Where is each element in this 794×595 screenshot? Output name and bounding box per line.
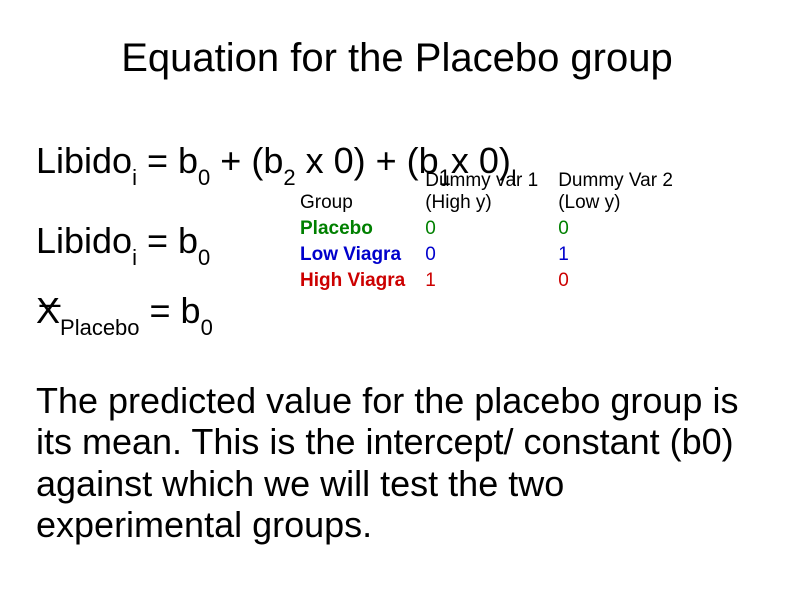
eq3-t2: = b [140,290,201,331]
slide-title: Equation for the Placebo group [0,36,794,81]
eq1-s1: i [132,165,137,190]
eq2-t2: = b [137,220,198,261]
cell-group-placebo: Placebo [290,216,415,242]
cell-d2-high: 0 [548,268,683,294]
col-dummy1-b: (High y) [425,192,492,213]
table-row: Placebo 0 0 [290,216,683,242]
overbar: _ [40,270,60,306]
eq3-s1: Placebo [60,315,140,340]
equation-3: _ X Placebo = b0 [36,290,213,337]
cell-d1-high: 1 [415,268,548,294]
equation-2: Libidoi = b0 [36,220,210,267]
table-row: Low Viagra 0 1 [290,242,683,268]
eq2-s2: 0 [198,245,210,270]
dummy-var-table: Group Dummy var 1 (High y) Dummy Var 2 (… [290,168,683,294]
col-dummy1: Dummy var 1 (High y) [415,168,548,216]
eq1-t3: + (b [210,140,283,181]
cell-group-high: High Viagra [290,268,415,294]
cell-d2-placebo: 0 [548,216,683,242]
col-group: Group [290,168,415,216]
col-dummy2-b: (Low y) [558,192,620,213]
eq2-s1: i [132,245,137,270]
cell-group-low: Low Viagra [290,242,415,268]
col-dummy2: Dummy Var 2 (Low y) [548,168,683,216]
col-dummy1-a: Dummy var 1 [425,170,538,191]
eq2-t1: Libido [36,220,132,261]
table-header-row: Group Dummy var 1 (High y) Dummy Var 2 (… [290,168,683,216]
xbar: _ X [36,290,60,332]
eq1-t2: = b [137,140,198,181]
cell-d1-low: 0 [415,242,548,268]
col-dummy2-a: Dummy Var 2 [558,170,673,191]
cell-d2-low: 1 [548,242,683,268]
eq1-t1: Libido [36,140,132,181]
eq1-s2: 0 [198,165,210,190]
cell-d1-placebo: 0 [415,216,548,242]
body-text: The predicted value for the placebo grou… [36,380,758,546]
eq3-s2: 0 [201,315,213,340]
table-row: High Viagra 1 0 [290,268,683,294]
